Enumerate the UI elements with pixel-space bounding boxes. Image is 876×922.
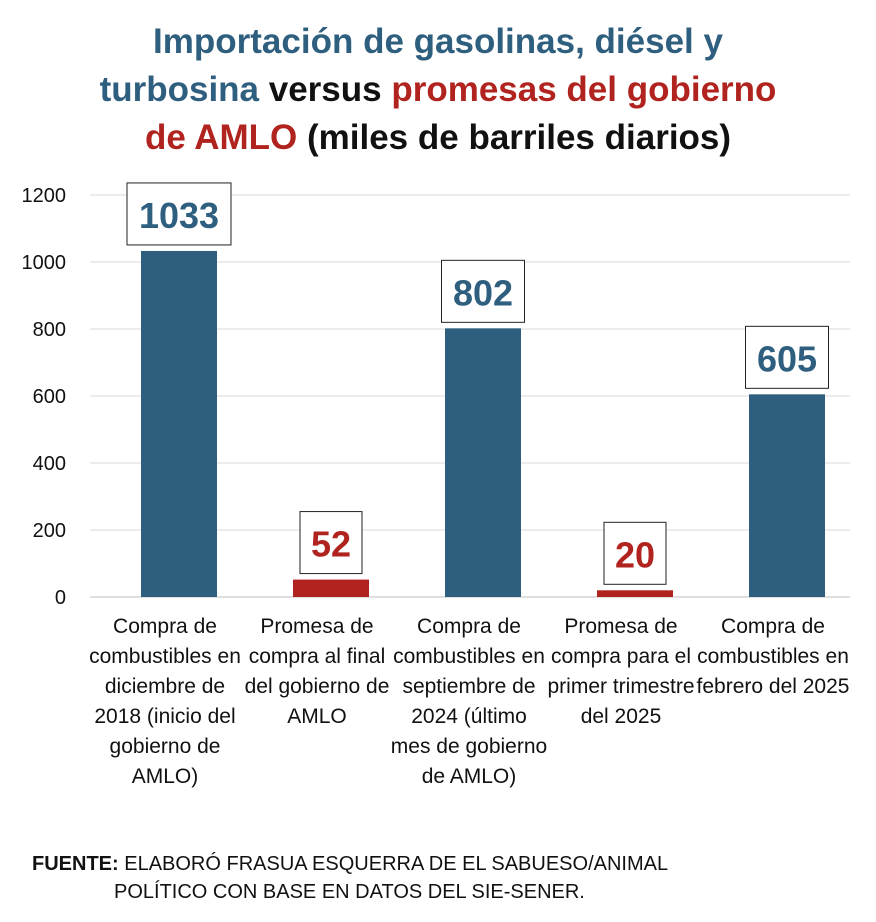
category-label-4: Promesa de compra para el primer trimest…	[547, 615, 695, 728]
title-part-3: versus	[259, 70, 392, 109]
source-note: FUENTE: ELABORÓ FRASUA ESQUERRA DE EL SA…	[32, 850, 668, 906]
y-tick-200: 200	[33, 520, 66, 542]
bar-5	[749, 394, 825, 597]
data-label-3: 802	[441, 259, 525, 323]
category-label-1: Compra de combustibles en diciembre de 2…	[89, 615, 241, 788]
chart-title: Importación de gasolinas, diésel y turbo…	[0, 18, 876, 162]
y-tick-0: 0	[55, 587, 66, 609]
source-line-2: POLÍTICO CON BASE EN DATOS DEL SIE-SENER…	[114, 881, 585, 903]
y-tick-1000: 1000	[22, 252, 67, 274]
category-label-3: Compra de combustibles en septiembre de …	[390, 615, 548, 788]
data-label-box-4	[603, 521, 667, 585]
bar-4	[597, 590, 673, 597]
data-label-2: 52	[299, 511, 363, 575]
data-label-text-2: 52	[311, 524, 351, 565]
data-label-box-5	[745, 325, 829, 389]
y-tick-400: 400	[33, 453, 66, 475]
data-label-5: 605	[745, 325, 829, 389]
bar-1	[141, 250, 217, 597]
title-part-5: de AMLO	[144, 118, 298, 157]
data-label-text-5: 605	[757, 338, 817, 379]
title-part-1: Importación de gasolinas, diésel y	[153, 22, 723, 61]
source-label: FUENTE:	[32, 853, 119, 875]
source-line-1: ELABORÓ FRASUA ESQUERRA DE EL SABUESO/AN…	[118, 853, 669, 875]
data-label-text-4: 20	[615, 534, 655, 575]
data-label-box-1	[126, 182, 232, 246]
y-tick-800: 800	[33, 319, 66, 341]
data-label-box-3	[441, 259, 525, 323]
data-label-box-2	[299, 511, 363, 575]
bar-2	[293, 579, 369, 597]
category-label-2: Promesa de compra al final del gobierno …	[244, 615, 390, 728]
data-label-text-3: 802	[453, 272, 513, 313]
bar-3	[445, 328, 521, 597]
title-part-6: (miles de barriles diarios)	[297, 118, 732, 157]
category-label-5: Compra de combustibles en febrero del 20…	[696, 615, 850, 698]
data-label-4: 20	[603, 521, 667, 585]
data-label-1: 1033	[126, 182, 232, 246]
title-part-4: promesas del gobierno	[391, 70, 777, 109]
y-tick-600: 600	[33, 386, 66, 408]
data-label-text-1: 1033	[139, 195, 219, 236]
title-part-2: turbosina	[99, 70, 260, 109]
y-tick-1200: 1200	[22, 185, 67, 207]
